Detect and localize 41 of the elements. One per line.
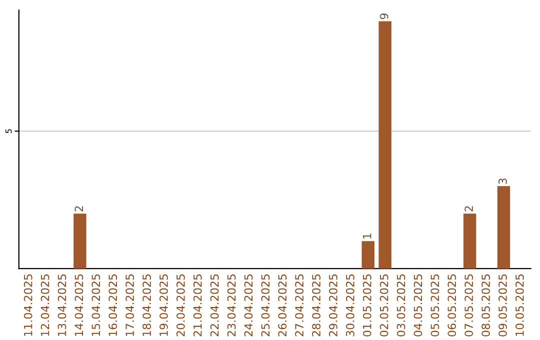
x-tick-label: 09.05.2025 <box>498 274 507 336</box>
x-tick-label: 18.04.2025 <box>142 274 151 336</box>
bar <box>362 241 374 269</box>
data-label: 2 <box>74 206 83 212</box>
x-tick-label: 23.04.2025 <box>227 274 236 336</box>
x-tick-label: 11.04.2025 <box>24 274 32 336</box>
bar <box>378 21 392 269</box>
x-tick-label: 06.05.2025 <box>448 274 456 336</box>
data-label: 9 <box>380 14 388 20</box>
x-tick-label: 13.04.2025 <box>58 274 66 336</box>
x-tick-label: 27.04.2025 <box>295 274 304 336</box>
data-label: 2 <box>464 206 473 212</box>
x-tick-label: 15.04.2025 <box>92 274 100 336</box>
x-tick-label: 04.05.2025 <box>414 274 422 336</box>
x-tick-label: 05.05.2025 <box>430 274 440 336</box>
bar <box>74 214 86 269</box>
y-tick-label: 5 <box>6 129 12 134</box>
x-tick-label: 10.05.2025 <box>515 274 524 336</box>
x-tick-label: 19.04.2025 <box>160 274 168 336</box>
data-label: 1 <box>363 234 372 238</box>
x-tick-label: 01.05.2025 <box>362 274 372 336</box>
x-tick-label: 21.04.2025 <box>193 274 202 336</box>
x-tick-label: 12.04.2025 <box>40 274 50 336</box>
x-tick-label: 20.04.2025 <box>176 274 185 336</box>
x-tick-label: 03.05.2025 <box>396 274 406 336</box>
x-tick-label: 17.04.2025 <box>126 274 134 336</box>
x-tick-label: 29.04.2025 <box>329 274 338 336</box>
x-tick-label: 02.05.2025 <box>380 274 388 336</box>
data-label: 3 <box>498 178 507 184</box>
x-tick-label: 25.04.2025 <box>261 274 270 336</box>
x-tick-label: 28.04.2025 <box>312 274 320 336</box>
x-tick-label: 26.04.2025 <box>278 274 287 336</box>
x-tick-label: 24.04.2025 <box>244 274 253 336</box>
x-tick-label: 22.04.2025 <box>210 274 219 336</box>
x-tick-label: 08.05.2025 <box>482 274 490 336</box>
x-tick-label: 14.04.2025 <box>74 274 84 336</box>
x-tick-label: 07.05.2025 <box>464 274 474 336</box>
x-tick-label: 16.04.2025 <box>108 274 118 336</box>
x-tick-label: 30.04.2025 <box>346 274 354 336</box>
bar <box>497 186 510 269</box>
bar <box>463 214 476 269</box>
